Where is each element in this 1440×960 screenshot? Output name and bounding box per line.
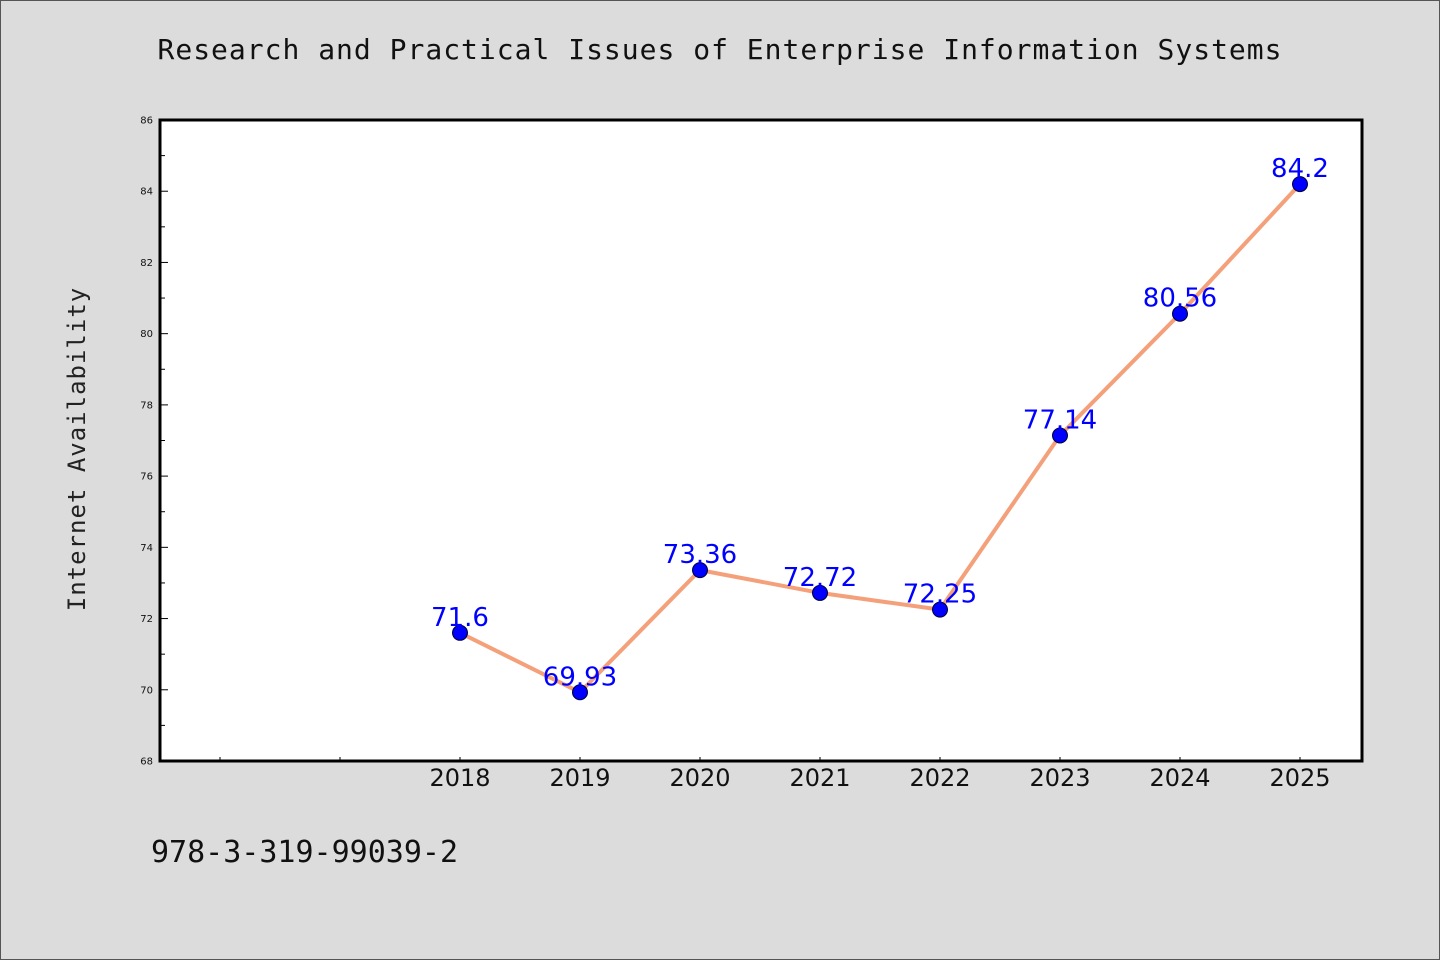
x-tick-label: 2021 (789, 764, 850, 792)
x-tick-label: 2024 (1149, 764, 1210, 792)
data-label: 73.36 (663, 540, 737, 570)
y-tick-label: 70 (140, 685, 153, 696)
x-axis: 2018 2019 2020 2021 2022 2023 2024 2025 (219, 757, 1331, 792)
data-point (1052, 427, 1068, 444)
y-tick-label: 78 (140, 400, 153, 411)
data-label: 80.56 (1143, 284, 1217, 314)
data-point (812, 584, 828, 601)
data-label: 71.6 (431, 603, 489, 633)
data-point (932, 601, 948, 618)
chart-title: Research and Practical Issues of Enterpr… (157, 33, 1283, 66)
x-tick-label: 2019 (549, 764, 610, 792)
data-label: 72.72 (783, 563, 857, 593)
data-labels: 71.6 69.93 73.36 72.72 72.25 77.14 80.56 84.2 (431, 154, 1329, 692)
data-label: 72.25 (903, 580, 977, 610)
y-tick-label: 72 (140, 614, 153, 625)
data-label: 84.2 (1271, 154, 1329, 184)
x-tick-label: 2020 (669, 764, 730, 792)
data-points (452, 176, 1308, 701)
y-axis: 68 70 72 74 76 78 80 82 84 86 (140, 116, 168, 768)
x-tick-label: 2018 (429, 764, 490, 792)
data-point (692, 562, 708, 579)
y-tick-label: 84 (140, 187, 153, 198)
data-label: 69.93 (543, 662, 617, 692)
y-tick-label: 82 (140, 258, 153, 269)
data-point (452, 624, 468, 641)
x-tick-label: 2022 (909, 764, 970, 792)
y-tick-label: 76 (140, 472, 153, 483)
data-point (1292, 176, 1308, 193)
x-tick-label: 2025 (1269, 764, 1330, 792)
y-tick-label: 68 (140, 757, 153, 768)
y-tick-label: 74 (140, 543, 153, 554)
data-point (1172, 305, 1188, 322)
y-tick-label: 86 (140, 116, 153, 127)
data-label: 77.14 (1023, 406, 1097, 436)
series-line (459, 182, 1302, 695)
x-tick-label: 2023 (1029, 764, 1090, 792)
y-tick-label: 80 (140, 329, 153, 340)
plot-area (158, 118, 1364, 763)
footer-text: 978-3-319-99039-2 (151, 835, 459, 870)
data-point (572, 684, 588, 701)
